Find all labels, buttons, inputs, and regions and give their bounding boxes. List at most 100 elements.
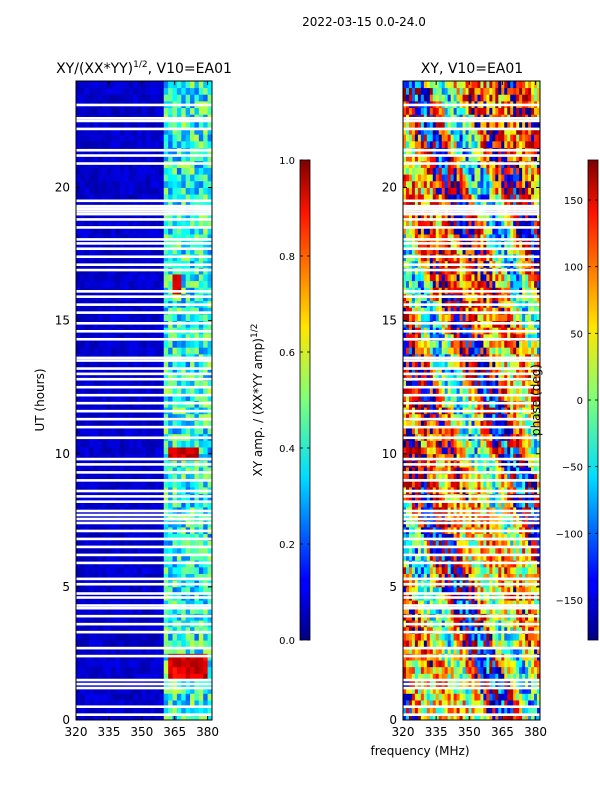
heatmap-cell (128, 367, 134, 375)
heatmap-cell (159, 473, 165, 481)
heatmap-cell (106, 467, 112, 475)
heatmap-cell (495, 453, 499, 461)
heatmap-cell (111, 546, 116, 554)
heatmap-cell (489, 600, 493, 608)
heatmap-cell (111, 706, 116, 714)
heatmap-cell (97, 174, 103, 182)
heatmap-cell (106, 440, 112, 448)
heatmap-cell (163, 120, 169, 128)
heatmap-cell (495, 500, 499, 508)
heatmap-cell (84, 194, 90, 202)
heatmap-cell (198, 274, 204, 282)
heatmap-cell (471, 533, 475, 541)
heatmap-cell (435, 573, 440, 581)
heatmap-cell (453, 480, 458, 488)
heatmap-cell (133, 546, 138, 554)
heatmap-cell (203, 174, 209, 182)
heatmap-cell (198, 513, 204, 521)
heatmap-cell (154, 713, 160, 721)
heatmap-cell (181, 140, 187, 148)
heatmap-cell (411, 513, 416, 521)
heatmap-cell (172, 154, 178, 162)
heatmap-cell (522, 686, 526, 694)
heatmap-cell (128, 420, 134, 428)
flagged-row (76, 321, 212, 325)
heatmap-cell (146, 566, 151, 574)
heatmap-cell (207, 427, 213, 435)
heatmap-cell (435, 546, 440, 554)
heatmap-cell (534, 500, 538, 508)
heatmap-cell (159, 360, 165, 368)
heatmap-cell (106, 706, 112, 714)
heatmap-cell (124, 533, 130, 541)
heatmap-cell (414, 626, 419, 634)
heatmap-cell (80, 673, 86, 681)
heatmap-cell (207, 693, 213, 701)
heatmap-cell (477, 513, 481, 521)
amplitude-panel: XY/(XX*YY)1/2, V10=EA01 320 335 350 365 3800… (33, 60, 232, 739)
heatmap-cell (498, 693, 502, 701)
heatmap-cell (531, 480, 535, 488)
heatmap-cell (441, 447, 446, 455)
heatmap-cell (89, 633, 94, 641)
heatmap-cell (190, 393, 195, 401)
heatmap-cell (106, 340, 112, 348)
heatmap-cell (185, 713, 191, 721)
heatmap-cell (483, 713, 487, 721)
heatmap-cell (124, 140, 130, 148)
heatmap-cell (462, 626, 466, 634)
heatmap-cell (89, 373, 94, 381)
heatmap-cell (537, 453, 541, 461)
heatmap-cell (146, 200, 151, 208)
heatmap-cell (459, 473, 463, 481)
heatmap-cell (498, 686, 502, 694)
y-tick-label: 20 (55, 181, 70, 195)
heatmap-cell (525, 666, 529, 674)
heatmap-cell (111, 274, 116, 282)
heatmap-cell (194, 247, 200, 255)
flagged-row (76, 457, 212, 461)
flagged-row (76, 509, 212, 513)
heatmap-cell (159, 633, 165, 641)
heatmap-cell (93, 666, 99, 674)
heatmap-cell (89, 700, 94, 708)
heatmap-cell (84, 200, 90, 208)
heatmap-cell (429, 453, 434, 461)
heatmap-cell (468, 467, 472, 475)
heatmap-cell (97, 200, 103, 208)
heatmap-cell (438, 447, 443, 455)
heatmap-cell (150, 127, 156, 135)
heatmap-cell (128, 373, 134, 381)
heatmap-cell (102, 666, 108, 674)
heatmap-cell (76, 447, 81, 455)
flagged-row (76, 367, 212, 370)
heatmap-cell (168, 234, 173, 242)
heatmap-cell (531, 686, 535, 694)
heatmap-cell (102, 633, 108, 641)
heatmap-cell (468, 447, 472, 455)
heatmap-cell (84, 573, 90, 581)
heatmap-cell (181, 447, 187, 455)
heatmap-cell (159, 693, 165, 701)
heatmap-cell (417, 533, 422, 541)
heatmap-cell (163, 187, 169, 195)
heatmap-cell (516, 467, 520, 475)
heatmap-cell (76, 140, 81, 148)
flagged-row (76, 686, 212, 690)
heatmap-cell (185, 180, 191, 188)
heatmap-cell (163, 633, 169, 641)
heatmap-cell (207, 706, 213, 714)
heatmap-cell (207, 180, 213, 188)
heatmap-cell (185, 234, 191, 242)
heatmap-cell (141, 194, 147, 202)
heatmap-cell (432, 566, 437, 574)
heatmap-cell (133, 107, 138, 115)
heatmap-cell (203, 693, 209, 701)
heatmap-cell (154, 467, 160, 475)
heatmap-cell (163, 640, 169, 648)
heatmap-cell (414, 467, 419, 475)
heatmap-cell (516, 447, 520, 455)
heatmap-cell (89, 307, 94, 315)
heatmap-cell (489, 646, 493, 654)
heatmap-cell (531, 553, 535, 561)
